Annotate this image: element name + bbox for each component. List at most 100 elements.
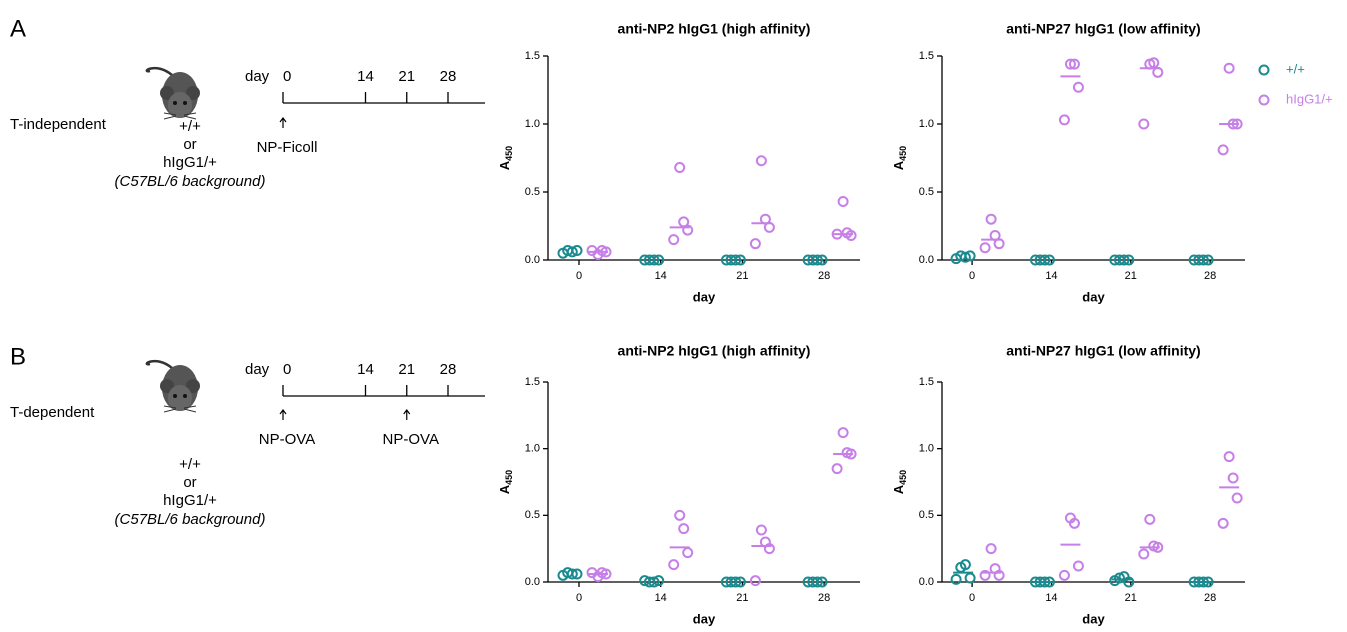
data-point [653, 254, 665, 266]
x-tick-label: 21 [1125, 592, 1137, 604]
y-axis-label: A450 [891, 146, 908, 170]
data-point [1148, 57, 1160, 69]
data-point [950, 573, 962, 585]
injection-arrow [403, 409, 411, 420]
data-point [755, 524, 767, 536]
data-point [1202, 576, 1214, 588]
data-point [734, 576, 746, 588]
x-tick-label: 14 [1045, 592, 1057, 604]
data-point [1231, 118, 1243, 130]
data-point [763, 221, 775, 233]
injection-label: NP-OVA [383, 431, 439, 448]
data-point [648, 576, 660, 588]
y-tick-label: 1.0 [525, 118, 540, 130]
data-point [1072, 560, 1084, 572]
y-axis-label-subscript: 450 [504, 146, 514, 161]
data-point [993, 238, 1005, 250]
data-point [674, 162, 686, 174]
data-point [811, 576, 823, 588]
data-point [1118, 254, 1130, 266]
injection-label: NP-Ficoll [257, 139, 318, 156]
data-point [1227, 118, 1239, 130]
data-point [600, 246, 612, 258]
data-point [600, 568, 612, 580]
data-point [964, 572, 976, 584]
y-axis-label-main: A [891, 160, 906, 170]
data-point [1113, 572, 1125, 584]
mouse-ear [186, 86, 200, 100]
data-point [1144, 513, 1156, 525]
x-tick-label: 21 [736, 592, 748, 604]
y-tick-label: 1.5 [919, 50, 934, 62]
y-tick-label: 1.0 [919, 118, 934, 130]
timeline-prefix: day [245, 68, 270, 85]
y-axis-label-main: A [497, 160, 512, 170]
data-point [674, 509, 686, 521]
x-tick-label: 28 [1204, 592, 1216, 604]
y-tick-label: 0.0 [919, 576, 934, 588]
injection-arrow [279, 409, 287, 420]
chart-title: anti-NP27 hIgG1 (low affinity) [1006, 21, 1200, 37]
x-tick-label: 0 [969, 270, 975, 282]
data-point [979, 569, 991, 581]
mouse-tail [145, 66, 173, 77]
x-tick-label: 21 [736, 270, 748, 282]
data-point [730, 576, 742, 588]
timeline-prefix: day [245, 361, 270, 378]
timeline-day: 0 [283, 68, 291, 85]
mouse-whiskers [163, 405, 197, 413]
mouse-ear [160, 86, 174, 100]
x-tick-label: 14 [655, 270, 667, 282]
data-point [831, 463, 843, 475]
data-point [668, 234, 680, 246]
data-point [845, 448, 857, 460]
mouse-ear [186, 379, 200, 393]
y-tick-label: 0.0 [919, 254, 934, 266]
data-point [985, 213, 997, 225]
data-point [959, 559, 971, 571]
y-axis-label-subscript: 450 [898, 146, 908, 161]
mouse-icon [145, 359, 200, 413]
mouse-head [168, 92, 192, 118]
y-axis-label: A450 [497, 146, 514, 170]
genotype: +/+ [179, 118, 201, 135]
data-point [1197, 576, 1209, 588]
data-point [1217, 144, 1229, 156]
y-tick-label: 0.5 [919, 186, 934, 198]
data-point [1152, 66, 1164, 78]
data-point [811, 254, 823, 266]
data-point [668, 559, 680, 571]
mouse-eye [173, 101, 177, 105]
data-point [749, 238, 761, 250]
data-point [653, 575, 665, 587]
timeline-day: 0 [283, 361, 291, 378]
data-point [1123, 254, 1135, 266]
data-point [1043, 254, 1055, 266]
data-point [1068, 517, 1080, 529]
y-tick-label: 1.0 [919, 443, 934, 455]
data-point [734, 254, 746, 266]
data-point [1072, 81, 1084, 93]
panel-label: A [10, 15, 26, 42]
y-tick-label: 0.5 [919, 509, 934, 521]
injection-arrow [279, 117, 287, 128]
x-axis-label: day [693, 611, 716, 626]
data-point [837, 196, 849, 208]
condition: T-dependent [10, 404, 95, 421]
genotype: or [183, 474, 196, 491]
y-axis-label-main: A [497, 484, 512, 494]
x-tick-label: 14 [1045, 270, 1057, 282]
x-tick-label: 28 [818, 270, 830, 282]
data-point [1138, 118, 1150, 130]
y-tick-label: 1.5 [919, 376, 934, 388]
legend-label: hIgG1/+ [1286, 91, 1333, 106]
data-point [816, 576, 828, 588]
data-point [586, 567, 598, 579]
data-point [566, 246, 578, 258]
y-tick-label: 0.5 [525, 509, 540, 521]
legend-marker [1258, 94, 1270, 106]
data-point [1197, 254, 1209, 266]
y-tick-label: 0.5 [525, 186, 540, 198]
data-point [1231, 492, 1243, 504]
